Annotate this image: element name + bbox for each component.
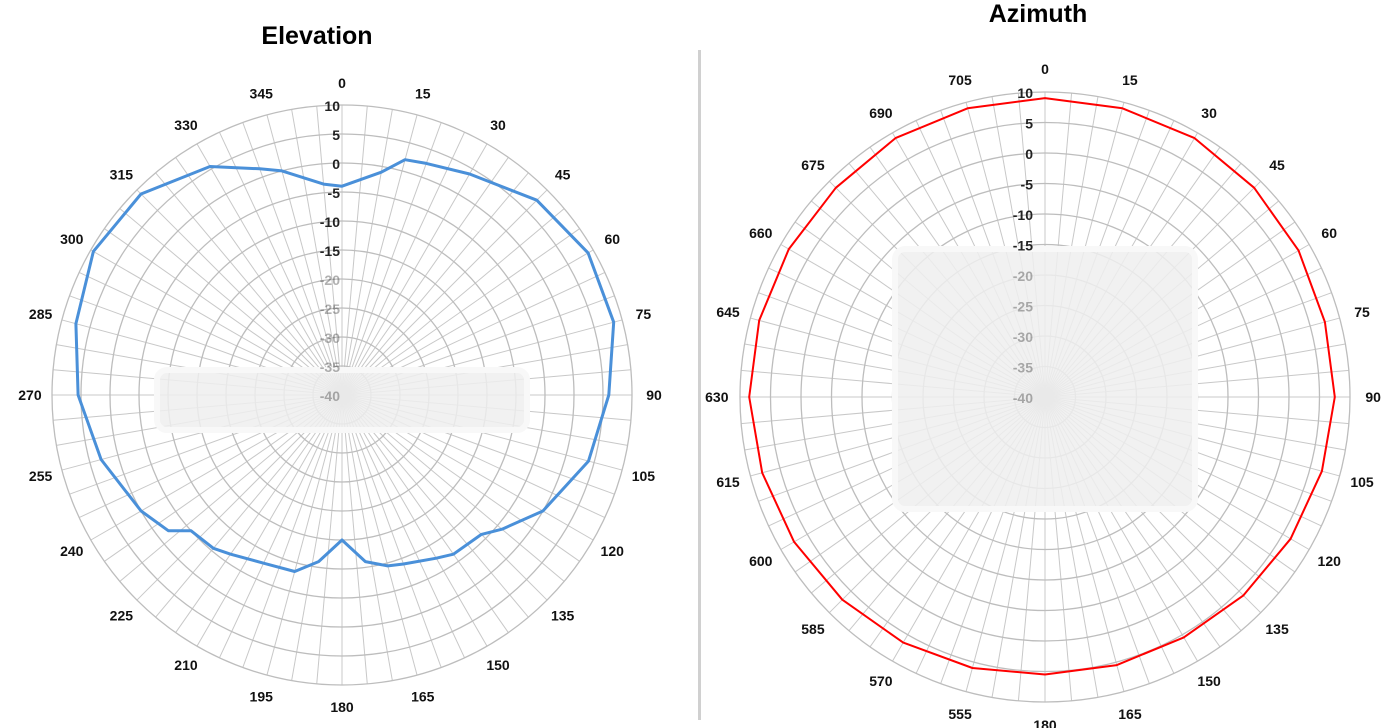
- radial-tick-label: -35: [1013, 360, 1033, 376]
- angle-label: 630: [705, 389, 729, 405]
- radial-tick-label: -20: [320, 272, 340, 288]
- grid-ring: [51, 104, 633, 686]
- device-image: [154, 367, 530, 433]
- angle-label: 150: [486, 657, 510, 673]
- angle-label: 285: [29, 306, 53, 322]
- radial-tick-label: -25: [320, 301, 340, 317]
- angle-label: 555: [948, 706, 972, 722]
- angle-label: 60: [1321, 225, 1337, 241]
- radial-tick-label: -10: [1013, 207, 1033, 223]
- angle-label: 45: [1269, 157, 1285, 173]
- angle-label: 660: [749, 225, 773, 241]
- radial-tick-label: 5: [332, 127, 340, 143]
- radial-tick-label: -40: [1013, 390, 1033, 406]
- angle-label: 75: [1354, 304, 1370, 320]
- angle-label: 675: [801, 157, 825, 173]
- radial-tick-label: -5: [1021, 177, 1034, 193]
- angle-label: 570: [869, 673, 893, 689]
- angle-label: 15: [1122, 72, 1138, 88]
- angle-label: 165: [411, 688, 435, 704]
- divider: [698, 50, 701, 720]
- grid-ring: [800, 152, 1290, 642]
- angle-label: 270: [18, 387, 42, 403]
- angle-label: 135: [1265, 621, 1289, 637]
- grid-ring: [109, 162, 575, 628]
- angle-label: 75: [636, 306, 652, 322]
- radial-tick-label: 5: [1025, 116, 1033, 132]
- angle-label: 690: [869, 105, 893, 121]
- angle-label: 705: [948, 72, 972, 88]
- azimuth-chart: 1050-5-10-15-20-25-30-35-400153045607590…: [705, 61, 1381, 728]
- grid-ring: [80, 133, 604, 657]
- radial-tick-label: -20: [1013, 268, 1033, 284]
- angle-label: 600: [749, 553, 773, 569]
- angle-label: 90: [1365, 389, 1381, 405]
- angle-label: 45: [555, 166, 571, 182]
- angle-label: 345: [250, 86, 274, 102]
- radial-tick-label: -30: [320, 330, 340, 346]
- angle-label: 195: [250, 688, 274, 704]
- device-image: [892, 246, 1198, 512]
- grid-ring: [769, 121, 1321, 673]
- radial-tick-label: -35: [320, 359, 340, 375]
- angle-label: 60: [604, 231, 620, 247]
- angle-label: 315: [110, 166, 134, 182]
- angle-label: 300: [60, 231, 84, 247]
- elevation-title: Elevation: [261, 22, 373, 50]
- radial-tick-label: -5: [328, 185, 341, 201]
- radial-tick-label: 10: [324, 98, 340, 114]
- angle-label: 135: [551, 608, 575, 624]
- radial-tick-label: -15: [1013, 238, 1033, 254]
- radial-tick-label: -15: [320, 243, 340, 259]
- angle-label: 30: [1201, 105, 1217, 121]
- azimuth-title: Azimuth: [988, 0, 1088, 28]
- angle-label: 0: [1041, 61, 1049, 77]
- angle-label: 180: [1033, 717, 1057, 728]
- angle-label: 0: [338, 75, 346, 91]
- angle-label: 120: [1318, 553, 1342, 569]
- angle-label: 255: [29, 468, 53, 484]
- radial-tick-label: 0: [1025, 146, 1033, 162]
- radial-tick-label: -10: [320, 214, 340, 230]
- radial-tick-label: -30: [1013, 329, 1033, 345]
- angle-label: 225: [110, 608, 134, 624]
- grid-ring: [739, 91, 1351, 703]
- radial-tick-label: 0: [332, 156, 340, 172]
- angle-label: 210: [174, 657, 198, 673]
- angle-label: 240: [60, 543, 84, 559]
- angle-label: 150: [1197, 673, 1221, 689]
- angle-label: 15: [415, 86, 431, 102]
- angle-label: 105: [632, 468, 656, 484]
- angle-label: 120: [601, 543, 625, 559]
- angle-label: 330: [174, 117, 198, 133]
- angle-label: 30: [490, 117, 506, 133]
- angle-label: 645: [716, 304, 740, 320]
- angle-label: 585: [801, 621, 825, 637]
- angle-label: 90: [646, 387, 662, 403]
- angle-label: 105: [1350, 474, 1374, 490]
- radial-tick-label: 10: [1017, 85, 1033, 101]
- radial-tick-label: -40: [320, 388, 340, 404]
- grid-ring: [861, 213, 1229, 581]
- radial-tick-label: -25: [1013, 299, 1033, 315]
- angle-label: 180: [330, 699, 354, 715]
- elevation-chart: 1050-5-10-15-20-25-30-35-400153045607590…: [18, 75, 662, 715]
- angle-label: 165: [1118, 706, 1142, 722]
- grid-ring: [830, 182, 1260, 612]
- grid-ring: [138, 191, 546, 599]
- angle-label: 615: [716, 474, 740, 490]
